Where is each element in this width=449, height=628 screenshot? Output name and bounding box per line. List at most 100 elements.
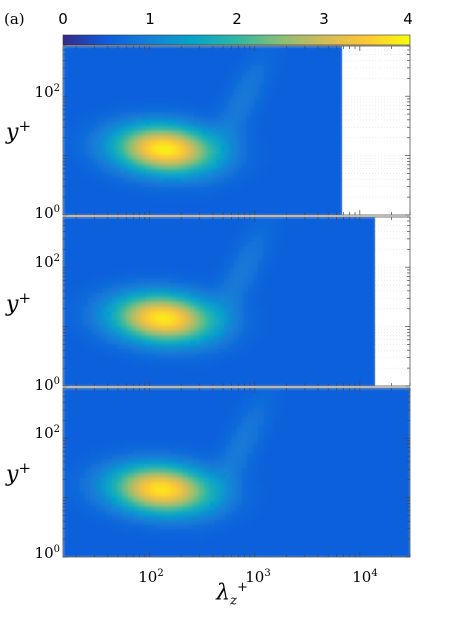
heatmap-cell	[67, 182, 73, 188]
heatmap-cell	[320, 205, 326, 211]
heatmap-cell	[176, 55, 182, 61]
heatmap-cell	[77, 273, 84, 279]
heatmap-cell	[63, 310, 69, 317]
heatmap-cell	[189, 210, 195, 215]
heatmap-cell	[185, 78, 191, 85]
heatmap-cell	[189, 268, 196, 274]
heatmap-cell	[259, 196, 265, 202]
heatmap-cell	[163, 88, 169, 94]
heatmap-cell	[276, 177, 282, 183]
heatmap-cell	[176, 205, 182, 211]
heatmap-cell	[294, 97, 300, 103]
heatmap-cell	[154, 205, 160, 211]
heatmap-cell	[97, 168, 103, 174]
heatmap-cell	[277, 268, 284, 274]
heatmap-cell	[289, 182, 295, 188]
heatmap-cell	[345, 231, 352, 237]
heatmap-cell	[189, 69, 195, 75]
heatmap-cell	[287, 367, 293, 373]
heatmap-cell	[76, 107, 82, 113]
heatmap-cell	[254, 111, 260, 118]
heatmap-cell	[184, 343, 191, 350]
heatmap-cell	[316, 135, 322, 141]
heatmap-cell	[84, 149, 90, 155]
heatmap-cell	[267, 282, 274, 289]
heatmap-cell	[145, 196, 151, 202]
heatmap-cell	[141, 221, 147, 227]
heatmap-cell	[63, 102, 68, 108]
heatmap-cell	[154, 102, 160, 108]
heatmap-cell	[121, 376, 128, 382]
heatmap-cell	[292, 235, 298, 242]
heatmap-cell	[282, 301, 288, 307]
heatmap-cell	[215, 74, 221, 80]
heatmap-cell	[115, 205, 121, 211]
heatmap-cell	[316, 111, 322, 118]
heatmap-cell	[67, 46, 73, 52]
heatmap-cell	[189, 231, 196, 237]
heatmap-cell	[259, 69, 265, 75]
heatmap-cell	[289, 210, 295, 215]
heatmap-cell	[76, 60, 82, 66]
heatmap-cell	[175, 292, 181, 298]
heatmap-cell	[77, 296, 84, 303]
heatmap-cell	[80, 50, 86, 56]
heatmap-cell	[331, 301, 337, 307]
heatmap-cell	[198, 125, 204, 132]
heatmap-cell	[172, 111, 178, 118]
heatmap-cell	[126, 357, 132, 364]
heatmap-cell	[111, 324, 118, 331]
heatmap-cell	[258, 249, 264, 256]
heatmap-cell	[194, 259, 201, 265]
heatmap-cell	[63, 46, 68, 52]
heatmap-cell	[281, 191, 287, 197]
heatmap-cell	[160, 367, 167, 373]
heatmap-cell	[72, 329, 79, 335]
heatmap-cell	[115, 88, 121, 94]
heatmap-cell	[277, 315, 284, 321]
heatmap-cell	[320, 144, 326, 150]
heatmap-cell	[128, 191, 134, 197]
heatmap-cell	[258, 259, 264, 265]
heatmap-cell	[194, 221, 201, 227]
heatmap-cell	[150, 50, 156, 56]
heatmap-cell	[259, 74, 265, 80]
heatmap-cell	[68, 402, 75, 408]
heatmap-cell	[285, 135, 291, 141]
heatmap-cell	[106, 324, 113, 331]
heatmap-cell	[292, 381, 298, 386]
heatmap-cell	[263, 88, 269, 94]
heatmap-cell	[263, 83, 269, 89]
heatmap-cell	[263, 320, 269, 326]
heatmap-cell	[93, 130, 99, 136]
heatmap-cell	[180, 111, 186, 118]
heatmap-cell	[204, 268, 210, 274]
heatmap-cell	[233, 324, 240, 331]
heatmap-cell	[316, 177, 322, 183]
heatmap-cell	[350, 329, 357, 335]
heatmap-cell	[292, 273, 298, 279]
heatmap-cell	[282, 245, 288, 251]
heatmap-cell	[360, 301, 367, 307]
heatmap-cell	[220, 50, 226, 56]
heatmap-cell	[126, 296, 132, 303]
heatmap-cell	[263, 46, 269, 52]
heatmap-cell	[345, 329, 352, 335]
heatmap-cell	[145, 69, 151, 75]
heatmap-cell	[282, 334, 288, 340]
heatmap-cell	[233, 149, 239, 155]
heatmap-cell	[172, 139, 178, 146]
heatmap-cell	[263, 217, 269, 223]
heatmap-cell	[126, 381, 132, 386]
heatmap-cell	[211, 144, 217, 150]
heatmap-cell	[268, 55, 274, 61]
heatmap-cell	[185, 121, 191, 127]
heatmap-cell	[199, 329, 206, 335]
heatmap-cell	[206, 191, 212, 197]
heatmap-cell	[268, 125, 274, 132]
heatmap-cell	[297, 324, 303, 331]
heatmap-cell	[72, 263, 79, 270]
heatmap-cell	[150, 221, 157, 227]
heatmap-cell	[111, 315, 118, 321]
heatmap-cell	[246, 107, 252, 113]
